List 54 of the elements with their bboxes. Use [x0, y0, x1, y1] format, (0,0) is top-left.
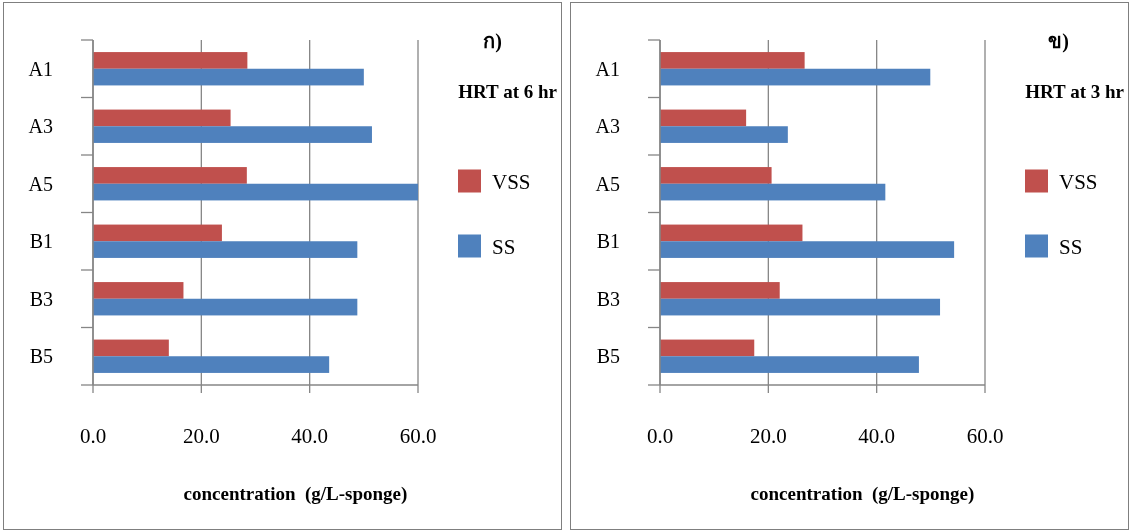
bar	[93, 356, 330, 373]
x-tick-label: 20.0	[182, 424, 220, 448]
bar	[93, 298, 358, 316]
bar	[660, 167, 772, 184]
text: ก)	[483, 30, 502, 53]
y-tick-label: B5	[29, 345, 53, 368]
bar	[93, 339, 169, 357]
y-tick-label: A1	[595, 57, 620, 80]
bar	[660, 224, 803, 242]
y-tick-label: B1	[29, 230, 53, 253]
bar	[660, 68, 931, 86]
x-tick-label: 20.0	[749, 424, 787, 448]
y-tick-label: B1	[596, 230, 620, 253]
y-tick-label: A1	[28, 57, 53, 80]
bar	[93, 126, 372, 143]
y-tick-label: A5	[595, 172, 620, 195]
bar	[93, 68, 364, 86]
text: HRT at 3 hr	[1025, 81, 1125, 102]
bar	[93, 224, 222, 242]
text: HRT at 6 hr	[458, 81, 558, 102]
x-tick-label: 0.0	[646, 424, 674, 448]
bar	[660, 183, 886, 201]
x-tick-label: 40.0	[291, 424, 329, 448]
y-tick-label: A3	[28, 115, 53, 138]
bar	[660, 241, 955, 258]
legend-label: SS	[1059, 234, 1083, 259]
bar	[660, 126, 788, 143]
y-tick-label: B5	[596, 345, 620, 368]
x-tick-label: 60.0	[399, 424, 437, 448]
x-tick-label: 0.0	[79, 424, 107, 448]
x-axis-title: concentration (g/L-sponge)	[183, 483, 408, 505]
bar	[93, 52, 248, 69]
x-tick-label: 60.0	[966, 424, 1004, 448]
legend-label: VSS	[1059, 169, 1098, 194]
bar	[660, 282, 780, 299]
y-tick-label: A3	[595, 115, 620, 138]
text: ข)	[1048, 30, 1069, 53]
bar	[660, 52, 805, 69]
bar	[660, 339, 755, 357]
bar	[660, 356, 919, 373]
bar	[93, 282, 184, 299]
y-tick-label: B3	[596, 287, 620, 310]
legend-label: SS	[492, 234, 516, 259]
bar	[93, 241, 358, 258]
x-tick-label: 40.0	[858, 424, 896, 448]
bar	[93, 167, 247, 184]
legend-label: VSS	[492, 169, 531, 194]
y-tick-label: B3	[29, 287, 53, 310]
y-tick-label: A5	[28, 172, 53, 195]
bar	[93, 109, 231, 127]
bar	[93, 183, 418, 201]
bar	[660, 109, 747, 127]
x-axis-title: concentration (g/L-sponge)	[750, 483, 975, 505]
bar	[660, 298, 941, 316]
